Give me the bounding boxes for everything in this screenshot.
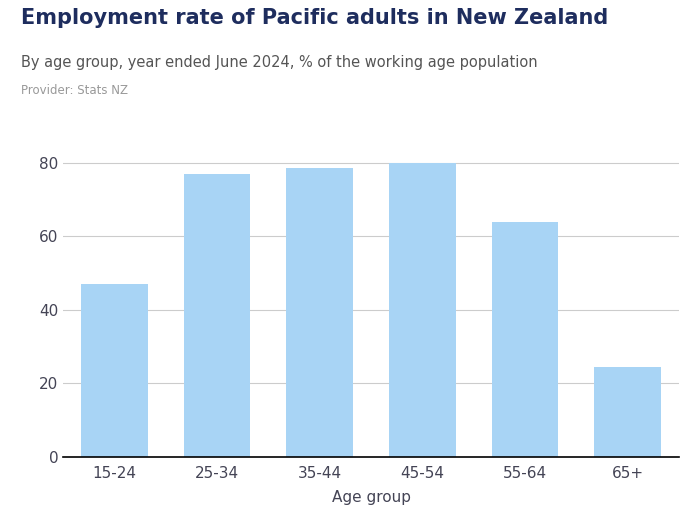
X-axis label: Age group: Age group <box>332 490 410 505</box>
Bar <box>286 168 353 457</box>
Bar <box>183 174 251 457</box>
Bar <box>594 366 661 457</box>
Text: By age group, year ended June 2024, % of the working age population: By age group, year ended June 2024, % of… <box>21 55 538 70</box>
Text: figure.nz: figure.nz <box>575 10 659 27</box>
Bar <box>491 222 559 457</box>
Text: Employment rate of Pacific adults in New Zealand: Employment rate of Pacific adults in New… <box>21 8 608 28</box>
Bar <box>389 163 456 457</box>
Text: Provider: Stats NZ: Provider: Stats NZ <box>21 84 128 97</box>
Bar <box>81 284 148 457</box>
